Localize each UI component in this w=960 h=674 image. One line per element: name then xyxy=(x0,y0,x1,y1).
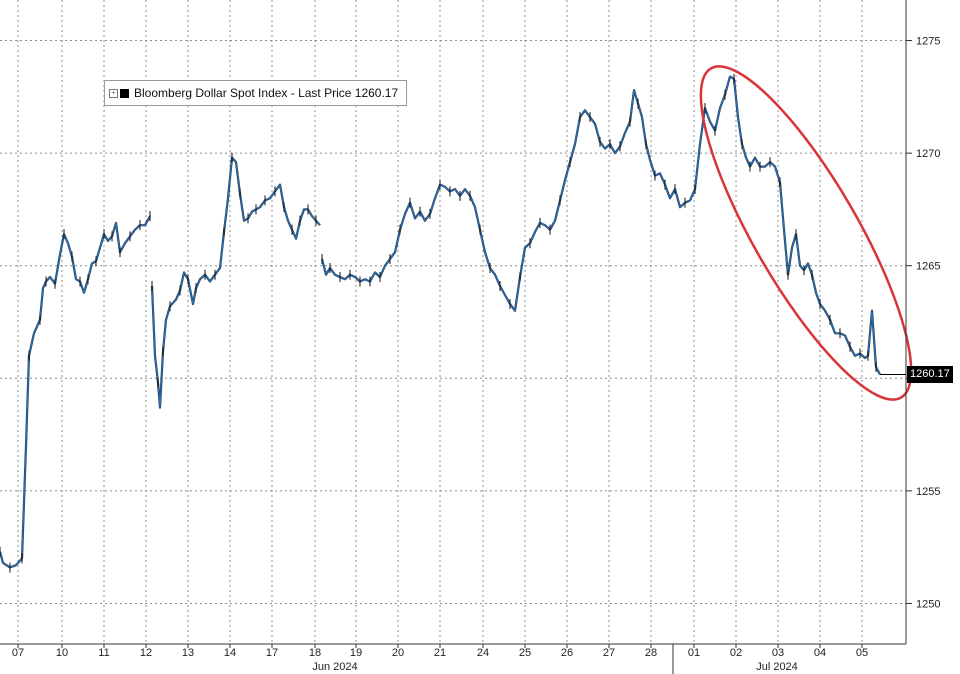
month-label: Jul 2024 xyxy=(756,661,798,673)
series-shadow xyxy=(0,215,151,569)
x-tick-label: 17 xyxy=(266,647,278,659)
x-tick-label: 11 xyxy=(98,647,109,659)
x-tick-label: 24 xyxy=(477,647,489,659)
legend-swatch-icon xyxy=(120,88,129,98)
x-tick-label: 01 xyxy=(688,647,700,659)
annotation-layer xyxy=(699,65,913,401)
grid xyxy=(0,0,906,644)
x-tick-label: 25 xyxy=(519,647,531,659)
series-layer xyxy=(0,73,881,573)
highlight-ellipse xyxy=(699,65,913,401)
y-tick-label: 1275 xyxy=(916,36,940,48)
x-tick-label: 02 xyxy=(730,647,742,659)
y-tick-label: 1265 xyxy=(916,261,940,273)
series-line xyxy=(321,75,881,375)
x-tick-label: 07 xyxy=(12,647,24,659)
expand-icon[interactable]: + xyxy=(109,88,118,98)
series-shadow xyxy=(320,75,881,376)
x-tick-label: 20 xyxy=(392,647,404,659)
x-tick-label: 03 xyxy=(772,647,784,659)
axis-layer: 1250125512601265127012750710111213141718… xyxy=(0,0,940,674)
series-shadow xyxy=(150,156,321,409)
x-tick-label: 27 xyxy=(603,647,615,659)
last-price-label: 1260.17 xyxy=(907,366,953,383)
month-label: Jun 2024 xyxy=(312,661,357,673)
x-tick-label: 05 xyxy=(856,647,868,659)
legend-label: Bloomberg Dollar Spot Index - Last Price… xyxy=(134,86,399,100)
series-line xyxy=(151,156,321,409)
x-tick-label: 12 xyxy=(140,647,152,659)
x-tick-label: 28 xyxy=(645,647,657,659)
legend: + Bloomberg Dollar Spot Index - Last Pri… xyxy=(104,80,408,106)
x-tick-label: 18 xyxy=(309,647,321,659)
y-tick-label: 1270 xyxy=(916,148,940,160)
x-tick-label: 13 xyxy=(182,647,194,659)
x-tick-label: 26 xyxy=(561,647,573,659)
x-tick-label: 04 xyxy=(814,647,826,659)
x-tick-label: 19 xyxy=(350,647,362,659)
y-tick-label: 1255 xyxy=(916,486,940,498)
x-tick-label: 14 xyxy=(224,647,236,659)
series-line xyxy=(0,215,151,569)
x-tick-label: 10 xyxy=(56,647,68,659)
x-tick-label: 21 xyxy=(434,647,446,659)
y-tick-label: 1250 xyxy=(916,598,940,610)
